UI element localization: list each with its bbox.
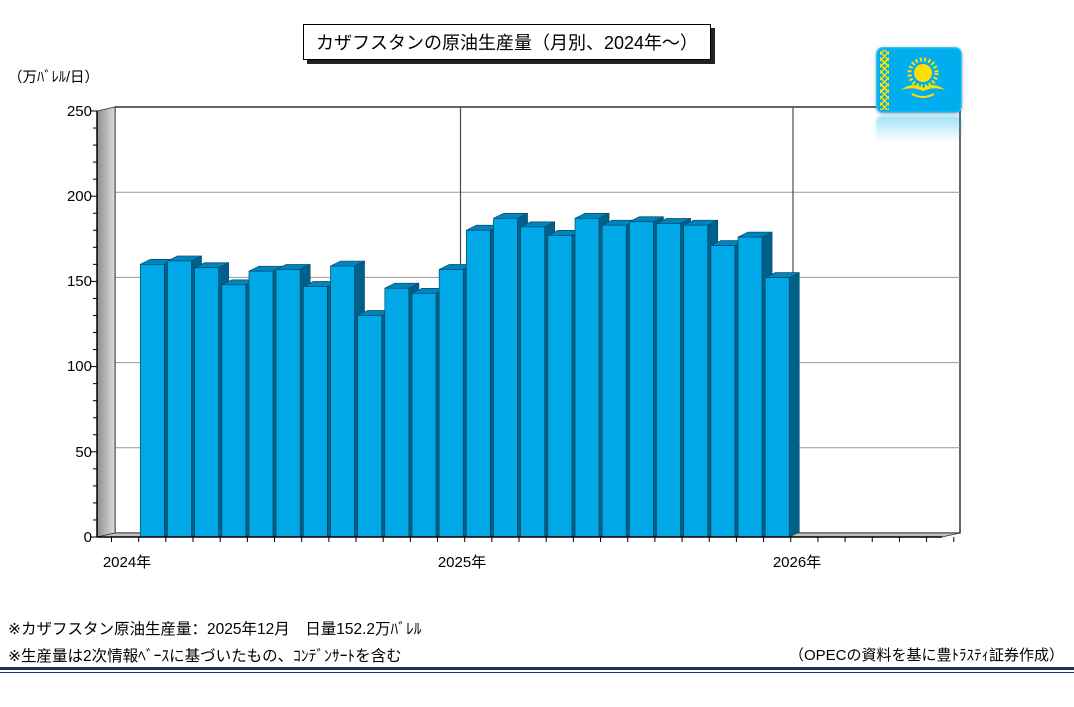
y-tick-label: 50 [75, 444, 92, 461]
source-credit: （OPECの資料を基に豊ﾄﾗｽﾃｨ証券作成） [788, 647, 1064, 664]
bar-2025-12 [764, 272, 800, 538]
flag-sun-eagle-emblem [901, 57, 945, 98]
y-tick-label: 200 [66, 188, 92, 205]
y-tick-label: 100 [66, 358, 92, 375]
x-year-label-2025: 2025年 [437, 554, 487, 571]
bottom-double-rule [0, 667, 1074, 673]
chart-title-box: カザフスタンの原油生産量（月別、2024年～） [303, 24, 712, 60]
kazakhstan-flag-icon [876, 47, 962, 113]
y-axis-unit-label: （万ﾊﾞﾚﾙ/日） [8, 70, 100, 86]
y-tick-label: 0 [83, 529, 92, 546]
chart-title: カザフスタンの原油生産量（月別、2024年～） [316, 33, 699, 53]
y-tick-label: 250 [66, 103, 92, 120]
x-year-label-2024: 2024年 [102, 554, 152, 571]
footnote-data-basis: ※生産量は2次情報ﾍﾞｰｽに基づいたもの、ｺﾝﾃﾞﾝｻｰﾄを含む [8, 648, 402, 665]
flag-ornament-band [880, 50, 889, 110]
footnote-latest-value: ※カザフスタン原油生産量：2025年12月 日量152.2万ﾊﾞﾚﾙ [8, 621, 422, 638]
y-tick-label: 150 [66, 273, 92, 290]
flag-reflection [876, 116, 962, 142]
bar-2025-09 [683, 219, 719, 538]
x-year-label-2026: 2026年 [772, 554, 822, 571]
